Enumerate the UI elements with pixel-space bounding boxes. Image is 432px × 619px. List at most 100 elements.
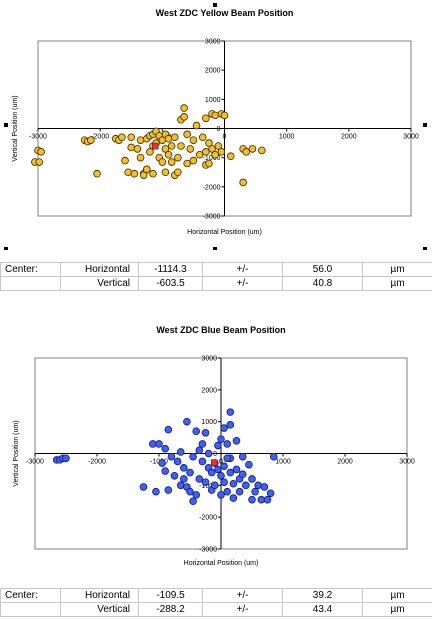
x-axis-title: Horizontal Position (um) xyxy=(187,229,262,236)
unit-label: µm xyxy=(362,588,432,603)
data-point xyxy=(158,158,167,166)
table-row: Vertical -603.5 +/- 40.8 µm xyxy=(0,276,432,291)
data-point xyxy=(183,417,191,426)
data-point xyxy=(149,169,157,178)
center-label: Center: xyxy=(0,588,61,603)
unit-label: µm xyxy=(362,602,432,617)
data-point xyxy=(254,481,263,490)
data-point xyxy=(195,446,204,455)
x-tick-label: 1000 xyxy=(279,134,295,141)
data-point xyxy=(201,429,210,437)
data-point xyxy=(139,483,148,491)
unit-label: µm xyxy=(362,276,432,291)
data-point xyxy=(142,165,151,174)
data-point xyxy=(220,462,228,471)
yellow-beam-chart: West ZDC Yellow Beam Position -3000 -2000 -… xyxy=(4,3,427,250)
data-point xyxy=(35,158,44,166)
data-point xyxy=(220,478,228,486)
data-point xyxy=(211,481,219,490)
data-point xyxy=(146,148,154,156)
selection-handle xyxy=(423,247,427,250)
center-marker xyxy=(151,142,159,150)
data-point xyxy=(118,133,126,142)
x-tick-label: 2000 xyxy=(337,459,353,466)
data-point xyxy=(62,454,70,463)
data-point xyxy=(251,487,259,496)
center-value: -109.5 xyxy=(138,588,203,603)
data-point xyxy=(186,468,194,477)
data-point xyxy=(229,479,238,488)
data-point xyxy=(124,168,132,177)
data-point xyxy=(180,464,188,472)
data-point xyxy=(189,156,198,165)
data-point xyxy=(192,427,201,436)
y-axis-title: Vertical Position (um) xyxy=(13,420,20,486)
data-point xyxy=(189,136,198,144)
y-tick-label: -1000 xyxy=(199,483,217,490)
data-point xyxy=(211,150,219,159)
data-point xyxy=(167,158,176,166)
center-value: -288.2 xyxy=(138,602,203,617)
data-point xyxy=(226,408,235,416)
chart-title: West ZDC Yellow Beam Position xyxy=(156,8,294,18)
data-point xyxy=(204,449,213,458)
data-point xyxy=(136,153,145,162)
data-point xyxy=(195,150,204,159)
data-point xyxy=(170,471,179,480)
data-point xyxy=(239,178,247,187)
data-point xyxy=(127,143,136,152)
data-point xyxy=(198,133,207,142)
y-tick-label: 3000 xyxy=(201,356,217,363)
data-point xyxy=(202,148,210,156)
data-point xyxy=(217,148,226,156)
data-point xyxy=(229,494,238,502)
data-point xyxy=(245,460,253,469)
x-tick-label: -3000 xyxy=(29,134,47,141)
unit-label: µm xyxy=(362,262,432,277)
data-point xyxy=(121,156,129,165)
data-point xyxy=(217,435,225,443)
data-point xyxy=(214,441,222,450)
error-value: 43.4 xyxy=(282,602,363,617)
data-point xyxy=(164,425,173,434)
x-tick-label: 3000 xyxy=(399,459,415,466)
data-point xyxy=(269,452,278,461)
data-point xyxy=(180,475,188,483)
data-point xyxy=(164,134,173,143)
x-tick-label: 2000 xyxy=(341,134,357,141)
data-point xyxy=(161,145,170,153)
data-point xyxy=(149,440,157,448)
y-tick-label: 1000 xyxy=(201,419,217,426)
data-point xyxy=(235,487,244,496)
data-point xyxy=(260,483,269,491)
x-axis-title: Horizontal Position (um) xyxy=(184,560,259,567)
data-point xyxy=(248,475,256,483)
data-point xyxy=(161,168,170,177)
data-point xyxy=(174,153,182,162)
data-point xyxy=(37,148,45,156)
data-point xyxy=(208,145,216,153)
data-point xyxy=(167,142,176,150)
data-point xyxy=(173,457,182,466)
data-point xyxy=(93,169,101,178)
data-point xyxy=(226,152,235,161)
plus-minus: +/- xyxy=(202,276,283,291)
data-point xyxy=(220,424,228,432)
data-point xyxy=(266,489,275,498)
y-tick-label: 0 xyxy=(217,126,221,133)
y-tick-label: -1000 xyxy=(203,155,221,162)
data-point xyxy=(183,130,192,139)
center-value: -1114.3 xyxy=(138,262,203,277)
table-row: Center: Horizontal -109.5 +/- 39.2 µm xyxy=(0,588,432,603)
data-point xyxy=(202,114,210,123)
x-tick-label: -2000 xyxy=(88,459,106,466)
data-point xyxy=(186,145,195,153)
data-point xyxy=(214,465,222,474)
data-point xyxy=(248,495,256,504)
chart-title: West ZDC Blue Beam Position xyxy=(156,325,285,335)
data-point xyxy=(164,486,173,494)
data-point xyxy=(198,457,207,466)
data-point xyxy=(161,467,170,475)
data-point xyxy=(242,481,250,490)
data-point xyxy=(198,440,207,448)
